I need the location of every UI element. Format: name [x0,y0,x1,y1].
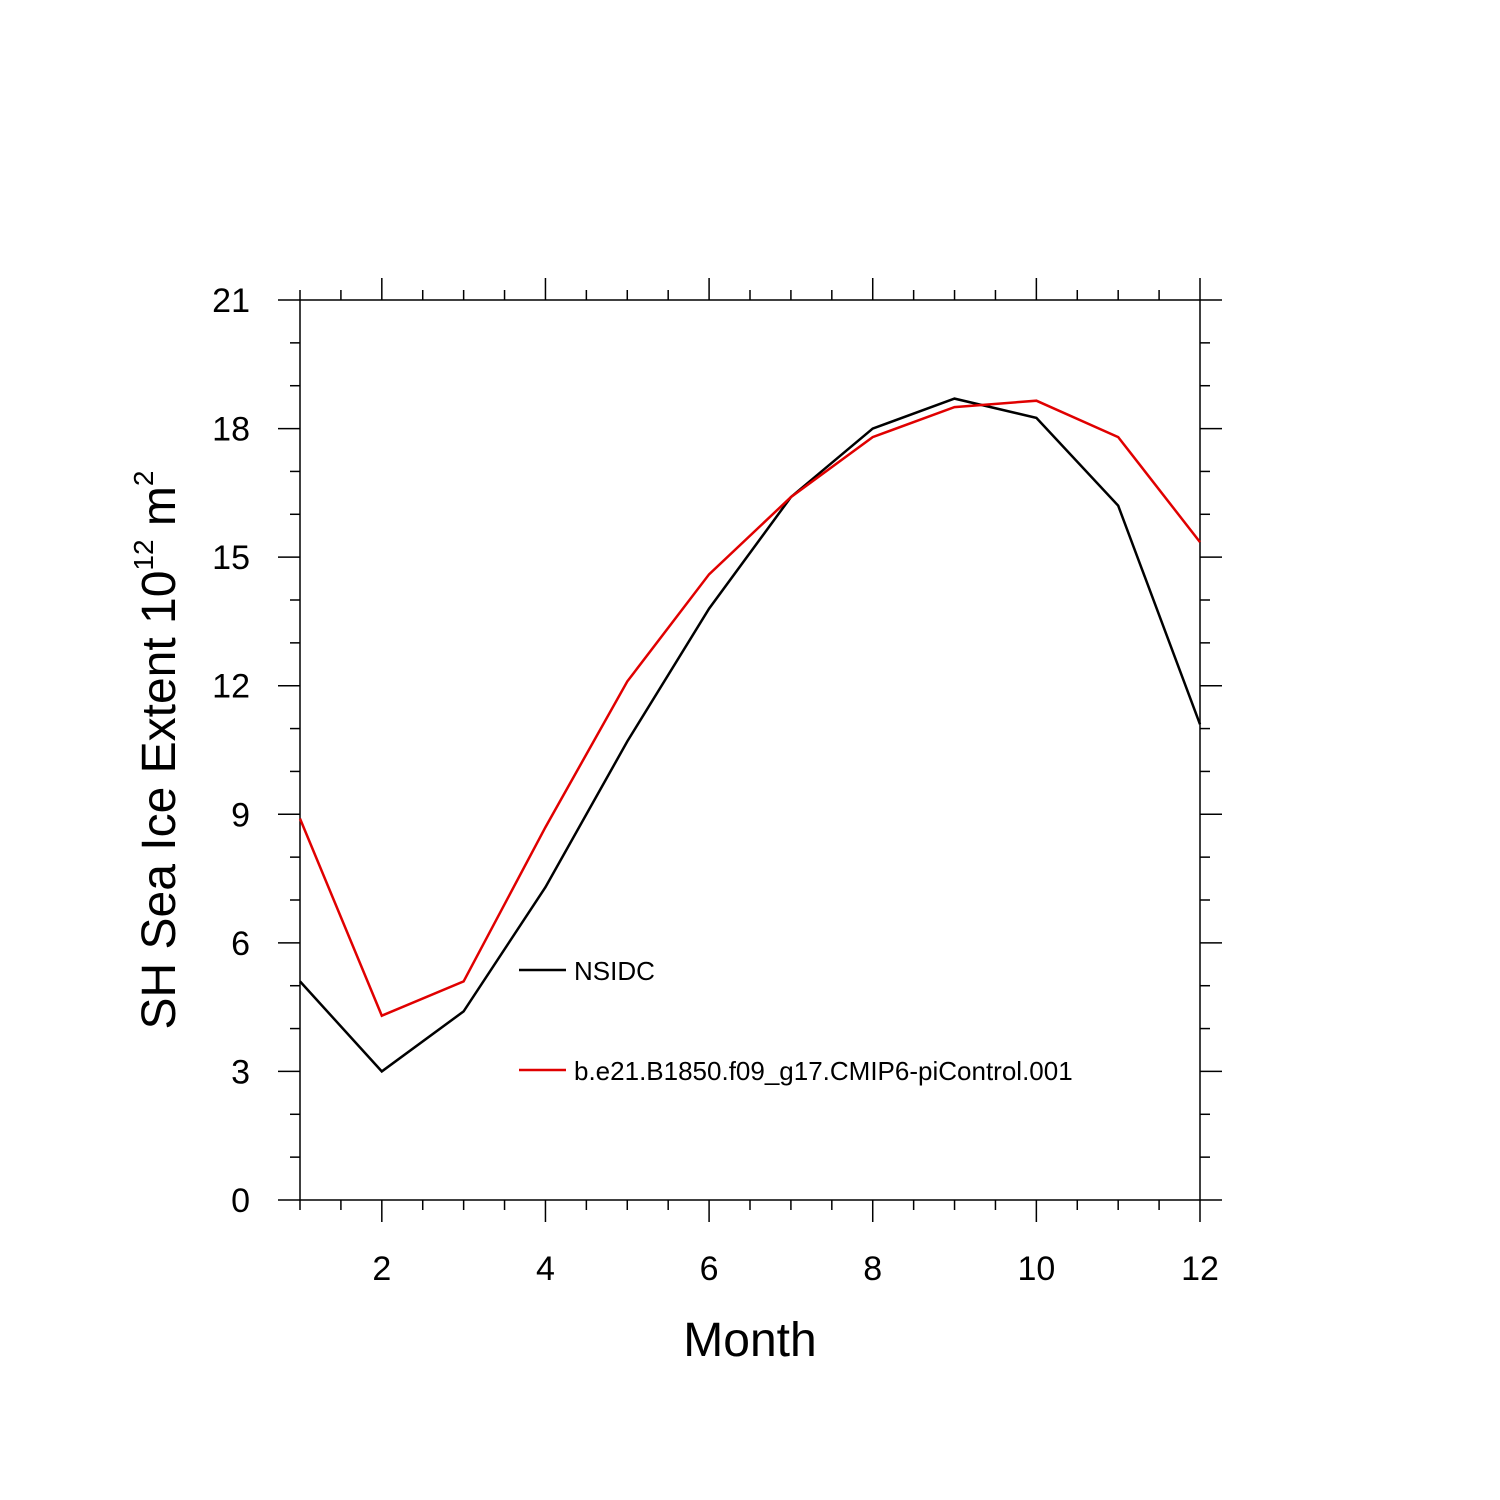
legend-label-cmip6: b.e21.B1850.f09_g17.CMIP6-piControl.001 [574,1056,1073,1086]
x-tick-label: 2 [372,1250,391,1288]
x-tick-label: 8 [863,1250,882,1288]
legend-label-nsidc: NSIDC [574,956,655,986]
series-line-cmip6 [298,399,1201,1018]
y-tick-label: 18 [212,411,250,449]
y-tick-label: 0 [231,1182,250,1220]
y-tick-label: 15 [212,539,250,577]
series-line-nsidc [299,397,1202,1074]
x-tick-label: 12 [1181,1250,1219,1288]
axis-ticks [278,278,1222,1222]
y-axis-title-space [133,526,186,539]
y-axis-title-unit: m [133,486,186,526]
x-tick-label: 6 [700,1250,719,1288]
y-tick-label: 9 [231,796,250,834]
y-axis-title: SH Sea Ice Extent 1012 m2 [128,471,186,1030]
y-tick-label: 21 [212,282,250,320]
x-tick-label: 4 [536,1250,555,1288]
y-tick-label: 3 [231,1053,250,1091]
legend: NSIDC b.e21.B1850.f09_g17.CMIP6-piContro… [519,956,1073,1086]
y-axis-title-text: SH Sea Ice Extent 10 [133,571,186,1030]
y-axis-title-unit-exponent: 2 [128,471,159,487]
tick-labels: 2 4 6 8 10 12 0 3 6 9 12 15 18 21 [212,282,1219,1288]
series-lines [298,397,1202,1074]
y-tick-label: 6 [231,925,250,963]
y-tick-label: 12 [212,668,250,706]
y-axis-title-exponent: 12 [128,539,159,570]
x-axis-title: Month [683,1314,816,1367]
x-tick-label: 10 [1017,1250,1055,1288]
